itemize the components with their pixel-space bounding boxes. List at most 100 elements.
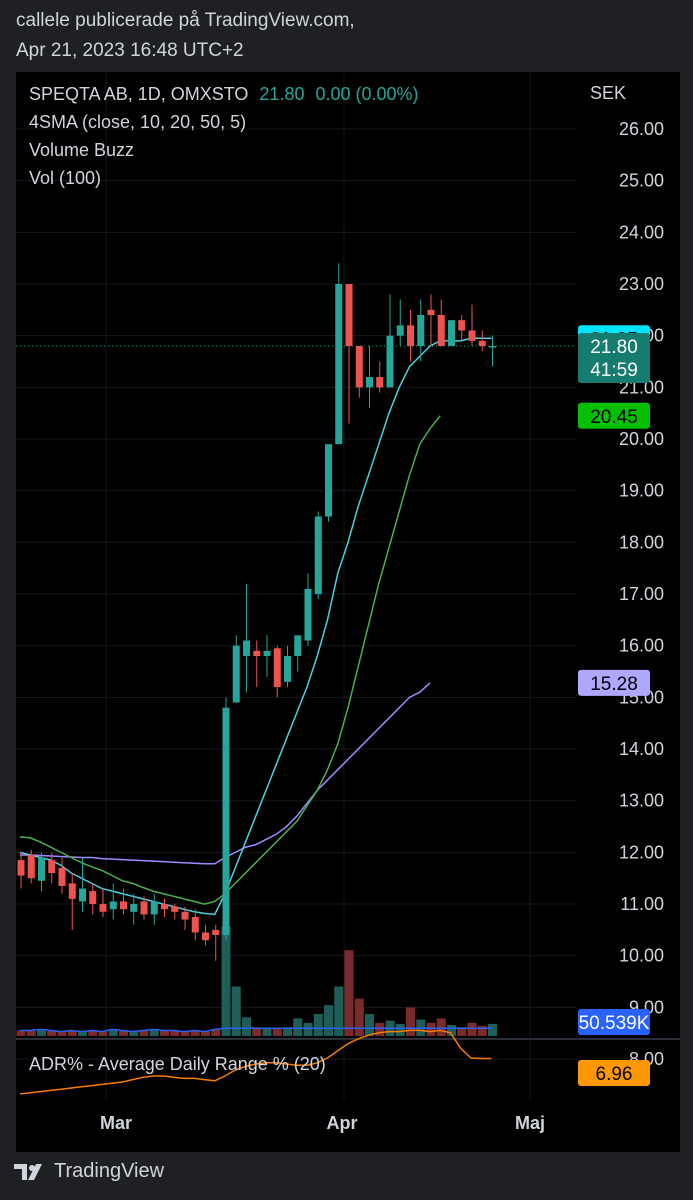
candle-body — [273, 648, 281, 688]
candle-body — [478, 340, 486, 347]
x-tick-label: Mar — [100, 1113, 132, 1133]
volume-bar — [436, 1018, 446, 1036]
volume-bar — [170, 1030, 180, 1036]
volume-bar — [119, 1030, 128, 1036]
candle-body — [468, 330, 476, 341]
last-price-label: 21.80 — [590, 337, 638, 358]
candle-body — [396, 325, 404, 336]
candlesticks — [17, 263, 496, 961]
volume-bar — [344, 950, 354, 1036]
volume-label: 50.539K — [579, 1013, 650, 1034]
volume-bar — [160, 1030, 169, 1036]
volume-bar — [426, 1022, 436, 1036]
volume-bar — [26, 1030, 36, 1036]
volume-bar — [149, 1029, 159, 1036]
y-tick-label: 10.00 — [619, 946, 664, 966]
adr-label: 6.96 — [596, 1064, 633, 1085]
volume-bar — [98, 1031, 108, 1036]
candle-body — [58, 867, 66, 886]
volume-bar — [78, 1031, 87, 1036]
moving-averages — [19, 337, 492, 916]
volume-bar — [477, 1026, 487, 1036]
candle-body — [489, 346, 496, 348]
last-price-label-bg — [578, 333, 650, 384]
candle-body — [325, 444, 332, 517]
candle-body — [335, 284, 343, 445]
candle-body — [458, 320, 466, 331]
symbol-label: SPEQTA AB, 1D, OMXSTO — [29, 84, 249, 104]
countdown-label: 41:59 — [590, 360, 638, 381]
volume-bar — [262, 1028, 272, 1036]
volume-bar — [47, 1030, 57, 1036]
volume-bar — [88, 1030, 98, 1036]
candle-body — [263, 650, 271, 657]
volume-bar — [231, 986, 241, 1036]
publisher-line: callele publicerade på TradingView.com, — [16, 10, 355, 31]
candle-body — [448, 320, 455, 347]
candle-body — [437, 315, 445, 347]
volume-bar — [467, 1022, 477, 1036]
volume-bar — [375, 1022, 385, 1036]
volume-bar — [37, 1029, 46, 1036]
candle-body — [376, 377, 384, 388]
y-tick-label: 23.00 — [619, 274, 664, 294]
y-tick-label: 25.00 — [619, 171, 664, 191]
candle-body — [427, 309, 435, 316]
volume-bar — [334, 986, 344, 1036]
price-chart: 26.0025.0024.0023.0022.0021.0020.0019.00… — [16, 72, 680, 1133]
currency-label: SEK — [590, 83, 626, 103]
legend-symbol-row: SPEQTA AB, 1D, OMXSTO 21.80 0.00 (0.00%) — [29, 84, 419, 105]
legend-vol[interactable]: Vol (100) — [29, 168, 102, 188]
candle-body — [253, 650, 261, 657]
sma20-line — [19, 415, 441, 905]
footer-brand: TradingView — [14, 1160, 164, 1183]
volume-bar — [190, 1030, 200, 1036]
y-tick-label: 14.00 — [619, 739, 664, 759]
candle-body — [99, 904, 107, 912]
volume-bar — [354, 998, 364, 1036]
volume-bar — [406, 1007, 415, 1036]
volume-bar — [313, 1014, 323, 1036]
publish-date: Apr 21, 2023 16:48 UTC+2 — [16, 40, 244, 61]
volume-panel — [16, 926, 680, 1040]
candle-body — [191, 916, 199, 933]
volume-bar — [447, 1025, 456, 1036]
candle-body — [17, 860, 25, 876]
volume-bar — [324, 1005, 333, 1036]
legend-volume-buzz[interactable]: Volume Buzz — [29, 140, 135, 160]
sma10-line — [19, 337, 492, 916]
candle-body — [130, 904, 138, 912]
y-tick-label: 17.00 — [619, 584, 664, 604]
candle-body — [27, 854, 35, 879]
volume-bar — [488, 1023, 497, 1036]
chart-area[interactable]: 26.0025.0024.0023.0022.0021.0020.0019.00… — [16, 72, 680, 1152]
y-tick-label: 13.00 — [619, 791, 664, 811]
y-tick-label: 26.00 — [619, 119, 664, 139]
x-tick-label: Maj — [515, 1113, 545, 1133]
volume-bar — [283, 1027, 292, 1036]
legend-sma[interactable]: 4SMA (close, 10, 20, 50, 5) — [29, 112, 247, 132]
candle-body — [89, 891, 97, 905]
candle-body — [284, 656, 291, 682]
volume-label-bg — [578, 1009, 650, 1035]
sma50-price-label: 15.28 — [590, 674, 638, 695]
brand-name: TradingView — [54, 1160, 165, 1182]
volume-bar — [180, 1031, 190, 1036]
y-tick-label: 12.00 — [619, 842, 664, 862]
volume-bar — [221, 926, 231, 1036]
candle-body — [212, 929, 220, 936]
volume-bar — [242, 1017, 251, 1036]
adr-line — [19, 1029, 492, 1095]
sma50-price-label-bg — [578, 669, 650, 696]
legend-adr[interactable]: ADR% - Average Daily Range % (20) — [29, 1054, 326, 1074]
y-tick-label: 18.00 — [619, 532, 664, 552]
candle-body — [38, 857, 45, 881]
volume-bar — [129, 1031, 139, 1036]
volume-bar — [303, 1022, 313, 1036]
volume-bar — [365, 1014, 374, 1036]
candle-body — [79, 888, 86, 902]
volume-bar — [201, 1031, 210, 1036]
tradingview-logo-icon — [14, 1163, 42, 1180]
y-tick-label: 16.00 — [619, 636, 664, 656]
